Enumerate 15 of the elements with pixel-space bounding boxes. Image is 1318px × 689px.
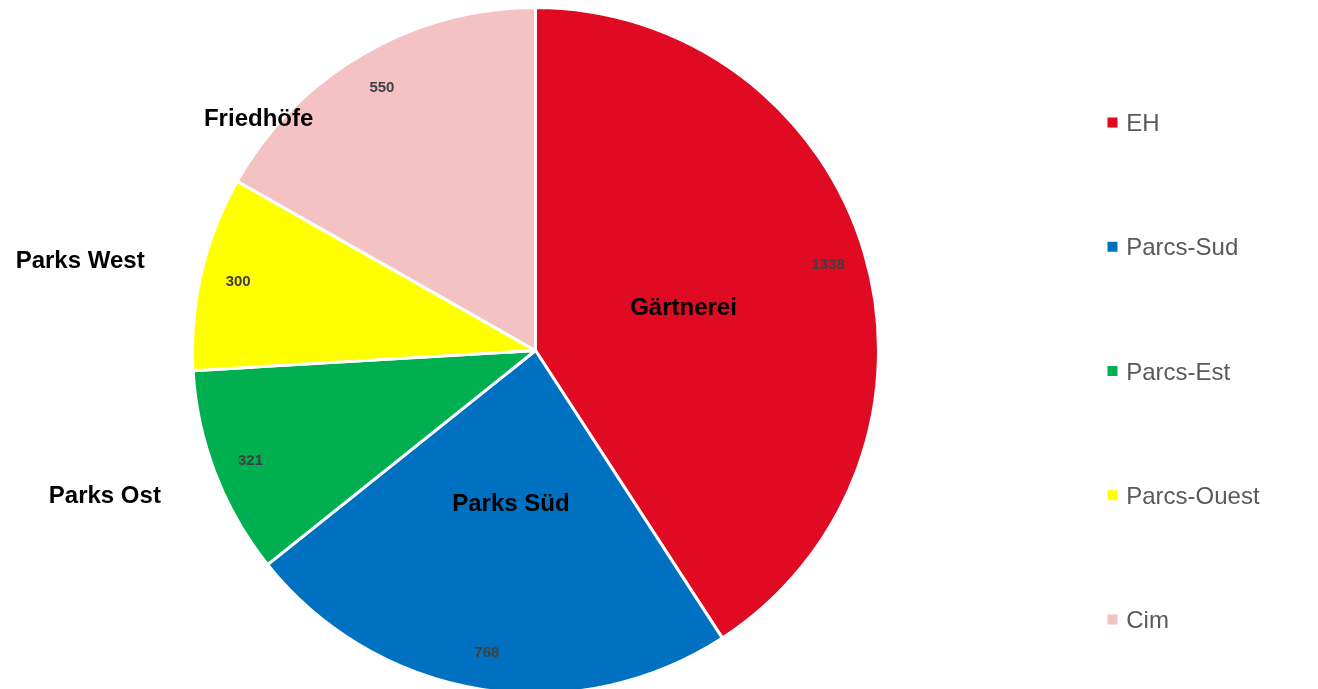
data-label: 550 (369, 77, 395, 95)
legend-label: EH (1126, 109, 1160, 136)
legend-label: Parcs-Sud (1126, 233, 1239, 261)
text: Gärtnerei (630, 293, 737, 321)
text: Friedhöfe (203, 104, 314, 132)
data-label: 321 (238, 450, 264, 468)
text: Parks Ost (48, 480, 161, 508)
data-label: 768 (474, 642, 500, 660)
legend-label: Parcs-Ouest (1126, 481, 1260, 509)
legend-label: Cim (1126, 606, 1169, 633)
legend-label: Parcs-Est (1126, 357, 1231, 385)
data-label: 1338 (811, 254, 845, 272)
text: Parks West (15, 246, 145, 274)
text: Parks Süd (452, 489, 570, 517)
data-label: 300 (225, 272, 251, 290)
